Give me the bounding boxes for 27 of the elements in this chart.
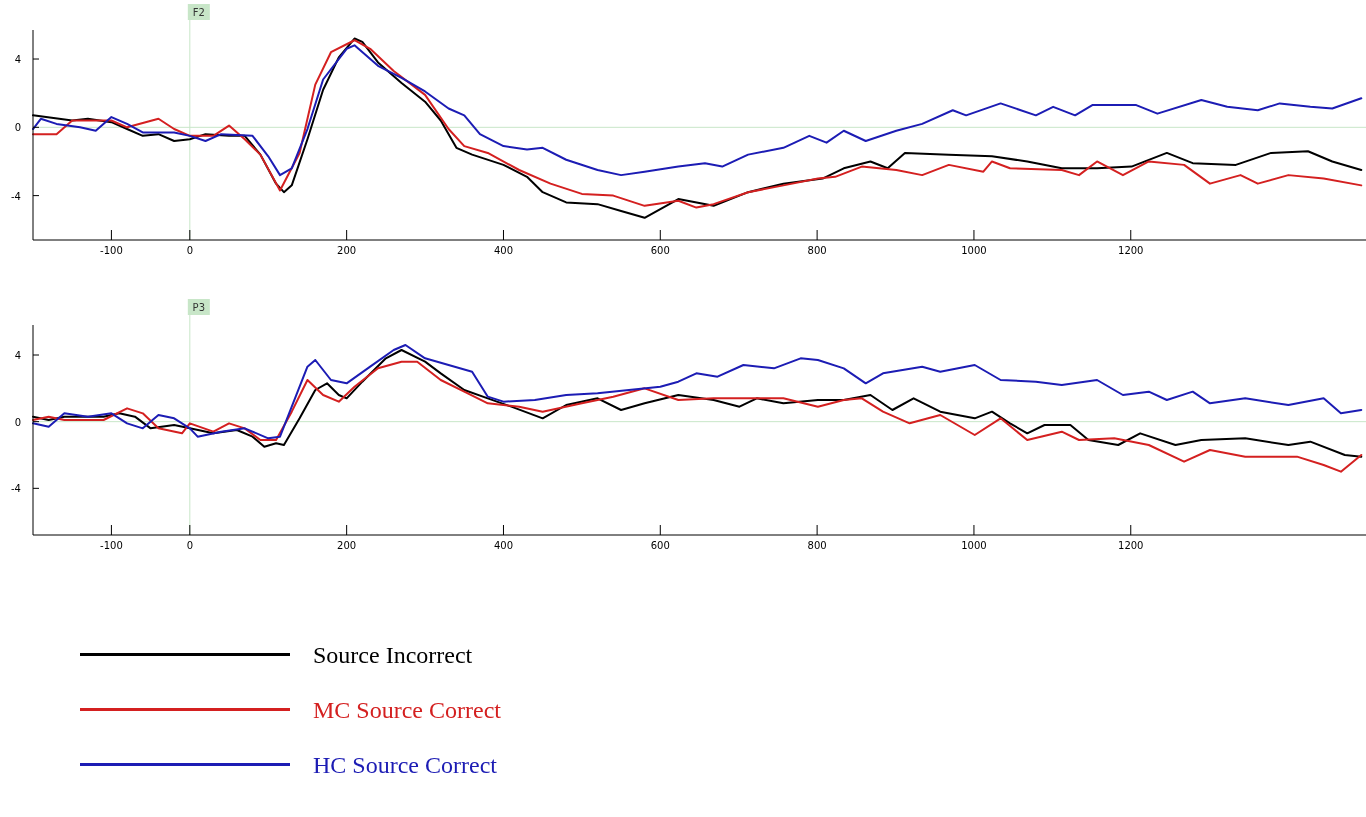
x-tick-label: 400	[493, 540, 514, 551]
x-tick-label: 1000	[961, 540, 987, 551]
x-tick-label: 1200	[1118, 245, 1144, 256]
ref-line-label: P3	[192, 302, 206, 313]
y-tick-label: 4	[14, 350, 21, 361]
x-tick-label: 800	[807, 540, 827, 551]
text: Source Incorrect	[313, 642, 473, 668]
y-tick-label: 4	[14, 54, 21, 66]
x-tick-label: 1200	[1118, 540, 1144, 551]
text: MC Source Correct	[313, 697, 502, 723]
x-tick-label: 1000	[961, 245, 987, 256]
x-tick-label: 0	[186, 540, 194, 551]
y-tick-label: 0	[14, 416, 21, 428]
x-tick-label: 0	[186, 245, 194, 256]
text: HC Source Correct	[313, 752, 498, 778]
x-tick-label: 600	[650, 540, 670, 551]
y-tick-label: -4	[11, 483, 21, 495]
x-tick-label: 800	[807, 245, 827, 256]
y-tick-label: -4	[11, 190, 21, 202]
ref-line-label: F2	[192, 7, 205, 18]
x-tick-label: 200	[337, 245, 357, 256]
x-tick-label: 400	[493, 245, 514, 256]
x-tick-label: 600	[650, 245, 670, 256]
x-tick-label: -100	[100, 245, 123, 256]
x-tick-label: -100	[100, 540, 123, 551]
x-tick-label: 200	[337, 540, 357, 551]
y-tick-label: 0	[14, 122, 21, 134]
